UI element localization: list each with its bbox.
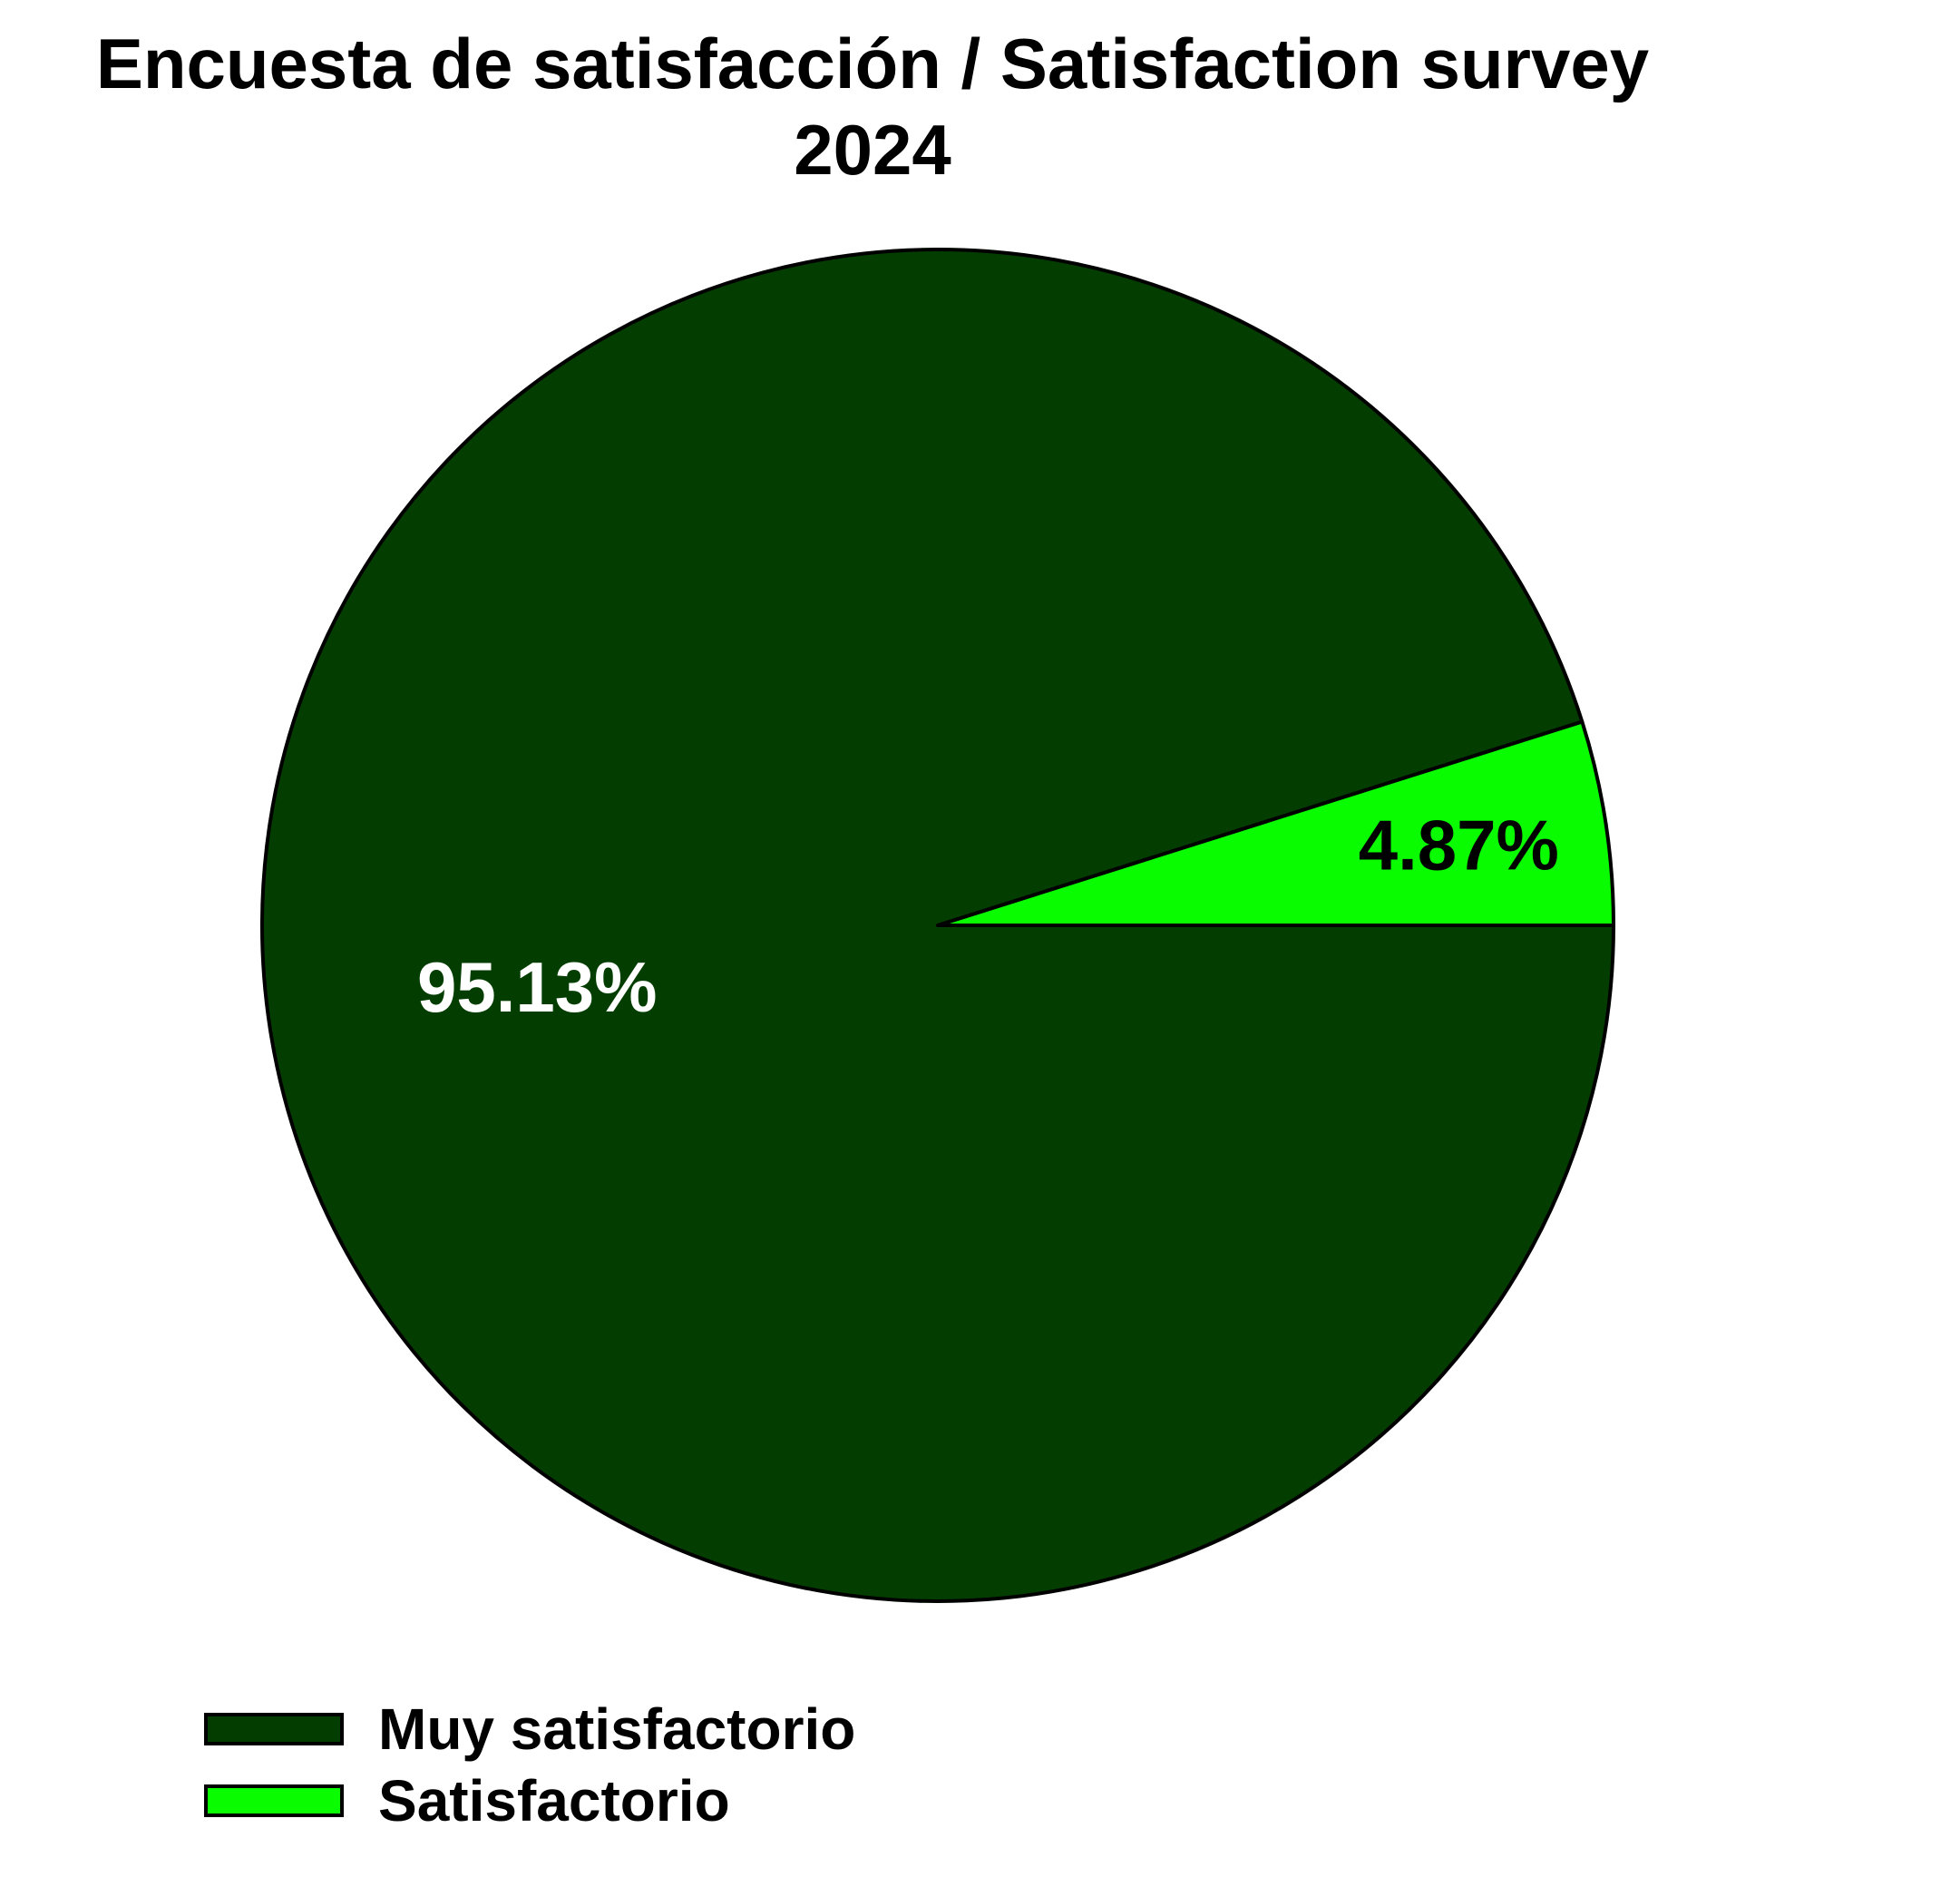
pie-slice-labels: 95.13% 4.87% bbox=[417, 805, 1559, 1027]
slice-label-satisfactorio: 4.87% bbox=[1359, 805, 1559, 885]
legend-label-muy-satisfactorio: Muy satisfactorio bbox=[378, 1696, 855, 1762]
slice-label-muy-satisfactorio: 95.13% bbox=[417, 947, 658, 1027]
legend-label-satisfactorio: Satisfactorio bbox=[378, 1768, 730, 1833]
chart-title-line-2: 2024 bbox=[794, 110, 951, 190]
chart-title-line-1: Encuesta de satisfacción / Satisfaction … bbox=[96, 24, 1649, 103]
pie-slice-satisfactorio bbox=[936, 719, 1615, 927]
legend-swatch-muy-satisfactorio bbox=[204, 1713, 344, 1745]
pie-slices bbox=[260, 248, 1615, 1603]
legend-swatch-satisfactorio bbox=[204, 1784, 344, 1817]
